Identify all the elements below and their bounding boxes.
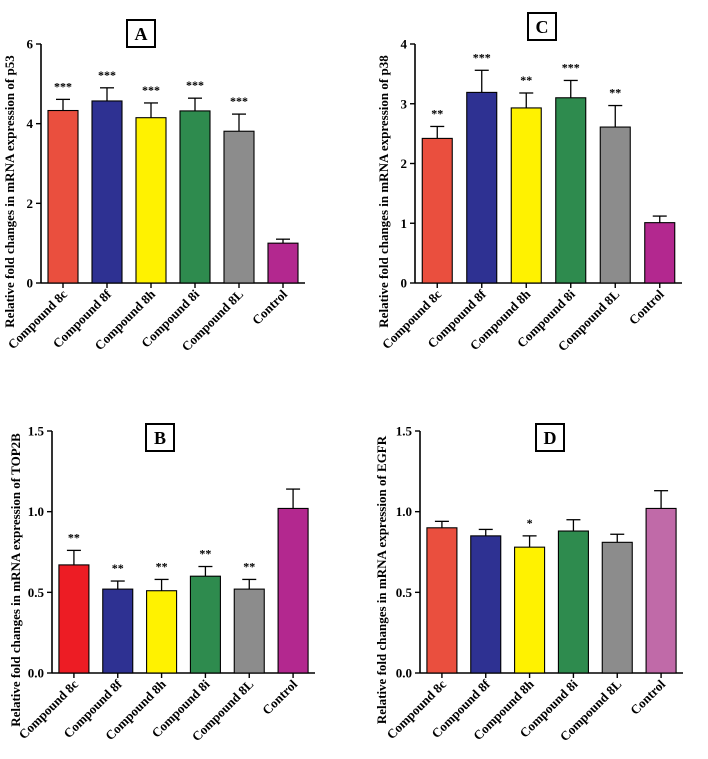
bar-8i: [179, 110, 211, 284]
bar-8f: [466, 91, 498, 284]
bar-8i: [557, 530, 589, 674]
panel-a: 0 2 4 6 Relative fold changes in mRNA expres…: [2, 19, 305, 354]
bar-8f: [470, 535, 502, 674]
bar-8c: [421, 137, 453, 284]
y-axis-title: Relative fold changes in mRNA expression…: [374, 435, 389, 724]
bar-control: [267, 242, 299, 284]
significance-8h: ***: [142, 83, 160, 97]
bar-8i: [555, 97, 587, 284]
y-tick-label: 1.0: [396, 504, 412, 519]
y-tick-label: 0.0: [28, 666, 44, 681]
y-tick-label: 4: [401, 37, 408, 52]
panel-label-box: [527, 12, 557, 41]
significance-8c: ***: [54, 79, 72, 93]
bar-8c: [426, 527, 458, 674]
significance-8f: ***: [98, 68, 116, 82]
significance-8l: ***: [230, 94, 248, 108]
bar-control: [644, 222, 676, 284]
y-tick-label: 0.5: [396, 585, 413, 600]
y-tick-label: 4: [27, 116, 34, 131]
panel-label-box: [126, 19, 156, 48]
panel-label: C: [536, 17, 549, 37]
y-axis-title: Relative fold changes in mRNA expression…: [376, 55, 391, 328]
significance-8h: **: [156, 559, 168, 573]
y-tick-label: 1.5: [28, 424, 45, 439]
x-category-label: Control: [259, 676, 300, 717]
y-tick-label: 1.0: [28, 504, 44, 519]
y-tick-label: 0: [27, 276, 34, 291]
x-category-label: Control: [626, 286, 667, 327]
x-category-label: Control: [249, 286, 290, 327]
y-tick-label: 0.0: [396, 666, 412, 681]
y-axis-title: Relative fold changes in mRNA expression…: [8, 433, 23, 727]
panel-label: B: [154, 428, 166, 448]
bar-8h: [146, 590, 178, 674]
y-tick-label: 0: [401, 276, 408, 291]
y-tick-label: 3: [401, 96, 408, 111]
significance-8h: **: [520, 73, 532, 87]
bar-8i: [189, 575, 221, 674]
bar-8c: [47, 109, 79, 284]
bar-control: [645, 507, 677, 674]
bar-8h: [510, 107, 542, 284]
bar-8f: [91, 100, 123, 284]
significance-8i: **: [199, 547, 211, 561]
significance-8c: **: [431, 106, 443, 120]
significance-8f: ***: [473, 50, 491, 64]
panel-b: 0.0 0.5 1.0 1.5 Relative fold changes in mRN…: [8, 423, 315, 744]
bar-8l: [601, 541, 633, 674]
significance-8f: **: [112, 561, 124, 575]
x-category-label: Control: [627, 676, 668, 717]
bar-8c: [58, 564, 90, 674]
bar-8f: [102, 588, 134, 674]
significance-8i: ***: [562, 60, 580, 74]
panel-label-box: [535, 423, 565, 452]
panel-d: 0.0 0.5 1.0 1.5 Relative fold changes in mRN…: [374, 423, 683, 744]
bar-8h: [135, 117, 167, 284]
significance-8c: **: [68, 530, 80, 544]
y-tick-label: 2: [401, 156, 408, 171]
bar-8h: [514, 546, 546, 674]
y-tick-label: 0.5: [28, 585, 45, 600]
y-tick-label: 1: [401, 216, 408, 231]
significance-8l: **: [243, 559, 255, 573]
panel-label: A: [135, 24, 148, 44]
bar-8l: [223, 130, 255, 284]
significance-8i: ***: [186, 78, 204, 92]
panel-c: 0 1 2 3 4 Relative fold changes in mRNA expre…: [376, 12, 682, 354]
bar-8l: [599, 126, 631, 284]
panel-label: D: [544, 428, 557, 448]
y-axis-title: Relative fold changes in mRNA expression…: [2, 55, 17, 328]
bar-control: [277, 507, 309, 674]
significance-8h: *: [527, 516, 533, 530]
panel-label-box: [145, 423, 175, 452]
bar-8l: [233, 588, 265, 674]
y-tick-label: 1.5: [396, 424, 413, 439]
significance-8l: **: [609, 86, 621, 100]
y-tick-label: 6: [27, 37, 34, 52]
y-tick-label: 2: [27, 196, 34, 211]
